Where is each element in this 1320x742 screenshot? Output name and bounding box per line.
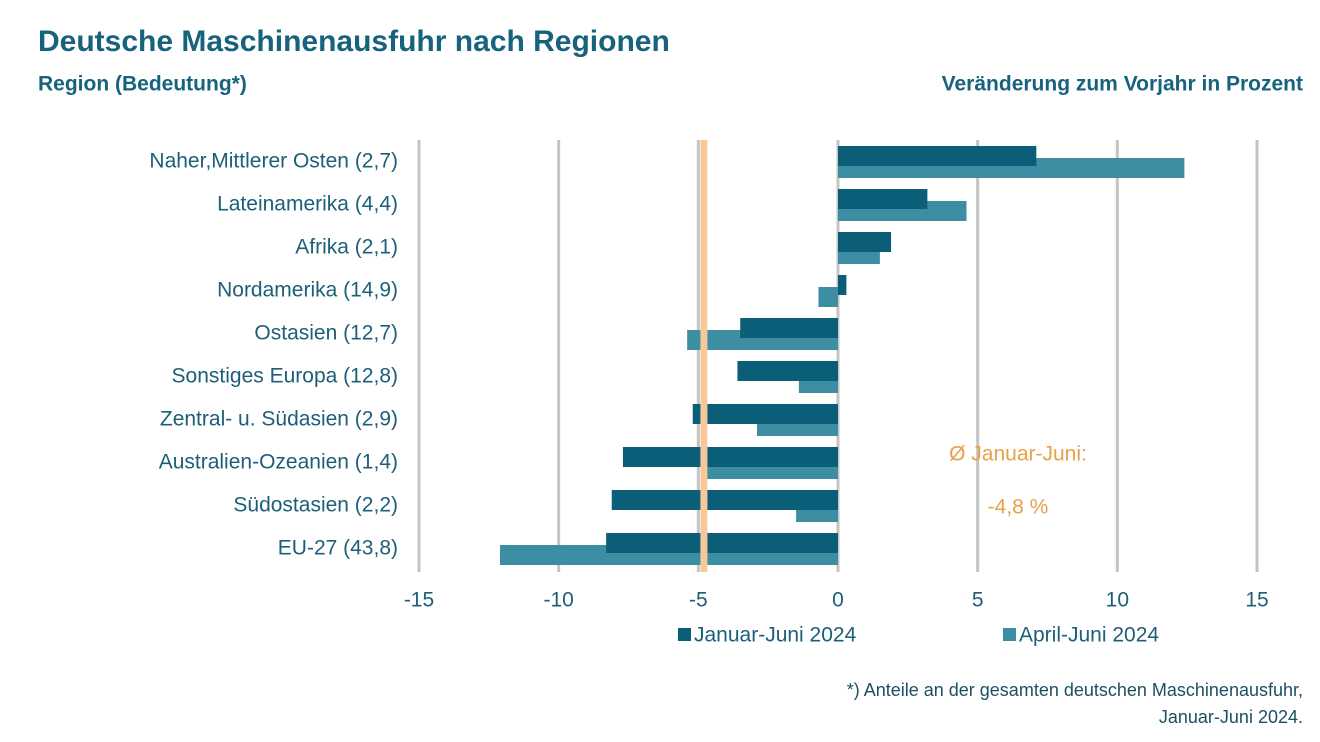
plot-area [417,140,1259,572]
footnote: *) Anteile an der gesamten deutschen Mas… [847,680,1303,700]
x-tick-label: 10 [1106,589,1129,612]
bar [611,490,838,510]
y-tick-label: Nordamerika (14,9) [217,279,398,302]
y-tick-label: Sonstiges Europa (12,8) [172,365,398,388]
x-tick-label: -15 [404,589,434,612]
footnote: Januar-Juni 2024. [1159,707,1303,727]
y-tick-label: Afrika (2,1) [295,236,398,259]
y-tick-label: Australien-Ozeanien (1,4) [159,451,398,474]
y-tick-label: EU-27 (43,8) [278,537,398,560]
bar [838,232,892,252]
bar [737,361,838,381]
legend-label: April-Juni 2024 [1019,624,1159,647]
x-tick-label: -10 [543,589,573,612]
legend-label: Januar-Juni 2024 [694,624,857,647]
subtitle-left: Region (Bedeutung*) [38,73,247,96]
x-tick-label: 5 [972,589,984,612]
chart-title: Deutsche Maschinenausfuhr nach Regionen [38,25,670,58]
bar [606,533,838,553]
x-tick-label: -5 [689,589,708,612]
bar [838,189,928,209]
legend-swatch [1003,628,1016,641]
average-value-label: -4,8 % [988,496,1049,519]
bar [838,275,847,295]
bar [818,287,838,307]
y-tick-label: Südostasien (2,2) [233,494,398,517]
average-annotation: Ø Januar-Juni: [949,443,1087,466]
y-tick-label: Lateinamerika (4,4) [217,193,398,216]
y-tick-label: Naher,Mittlerer Osten (2,7) [149,150,398,173]
x-tick-label: 15 [1245,589,1268,612]
bar [622,447,838,467]
subtitle-right: Veränderung zum Vorjahr in Prozent [942,73,1303,96]
x-tick-label: 0 [832,589,844,612]
bar [692,404,838,424]
y-tick-label: Zentral- u. Südasien (2,9) [160,408,398,431]
y-tick-label: Ostasien (12,7) [254,322,398,345]
bar [838,146,1037,166]
legend-swatch [678,628,691,641]
bar [740,318,838,338]
